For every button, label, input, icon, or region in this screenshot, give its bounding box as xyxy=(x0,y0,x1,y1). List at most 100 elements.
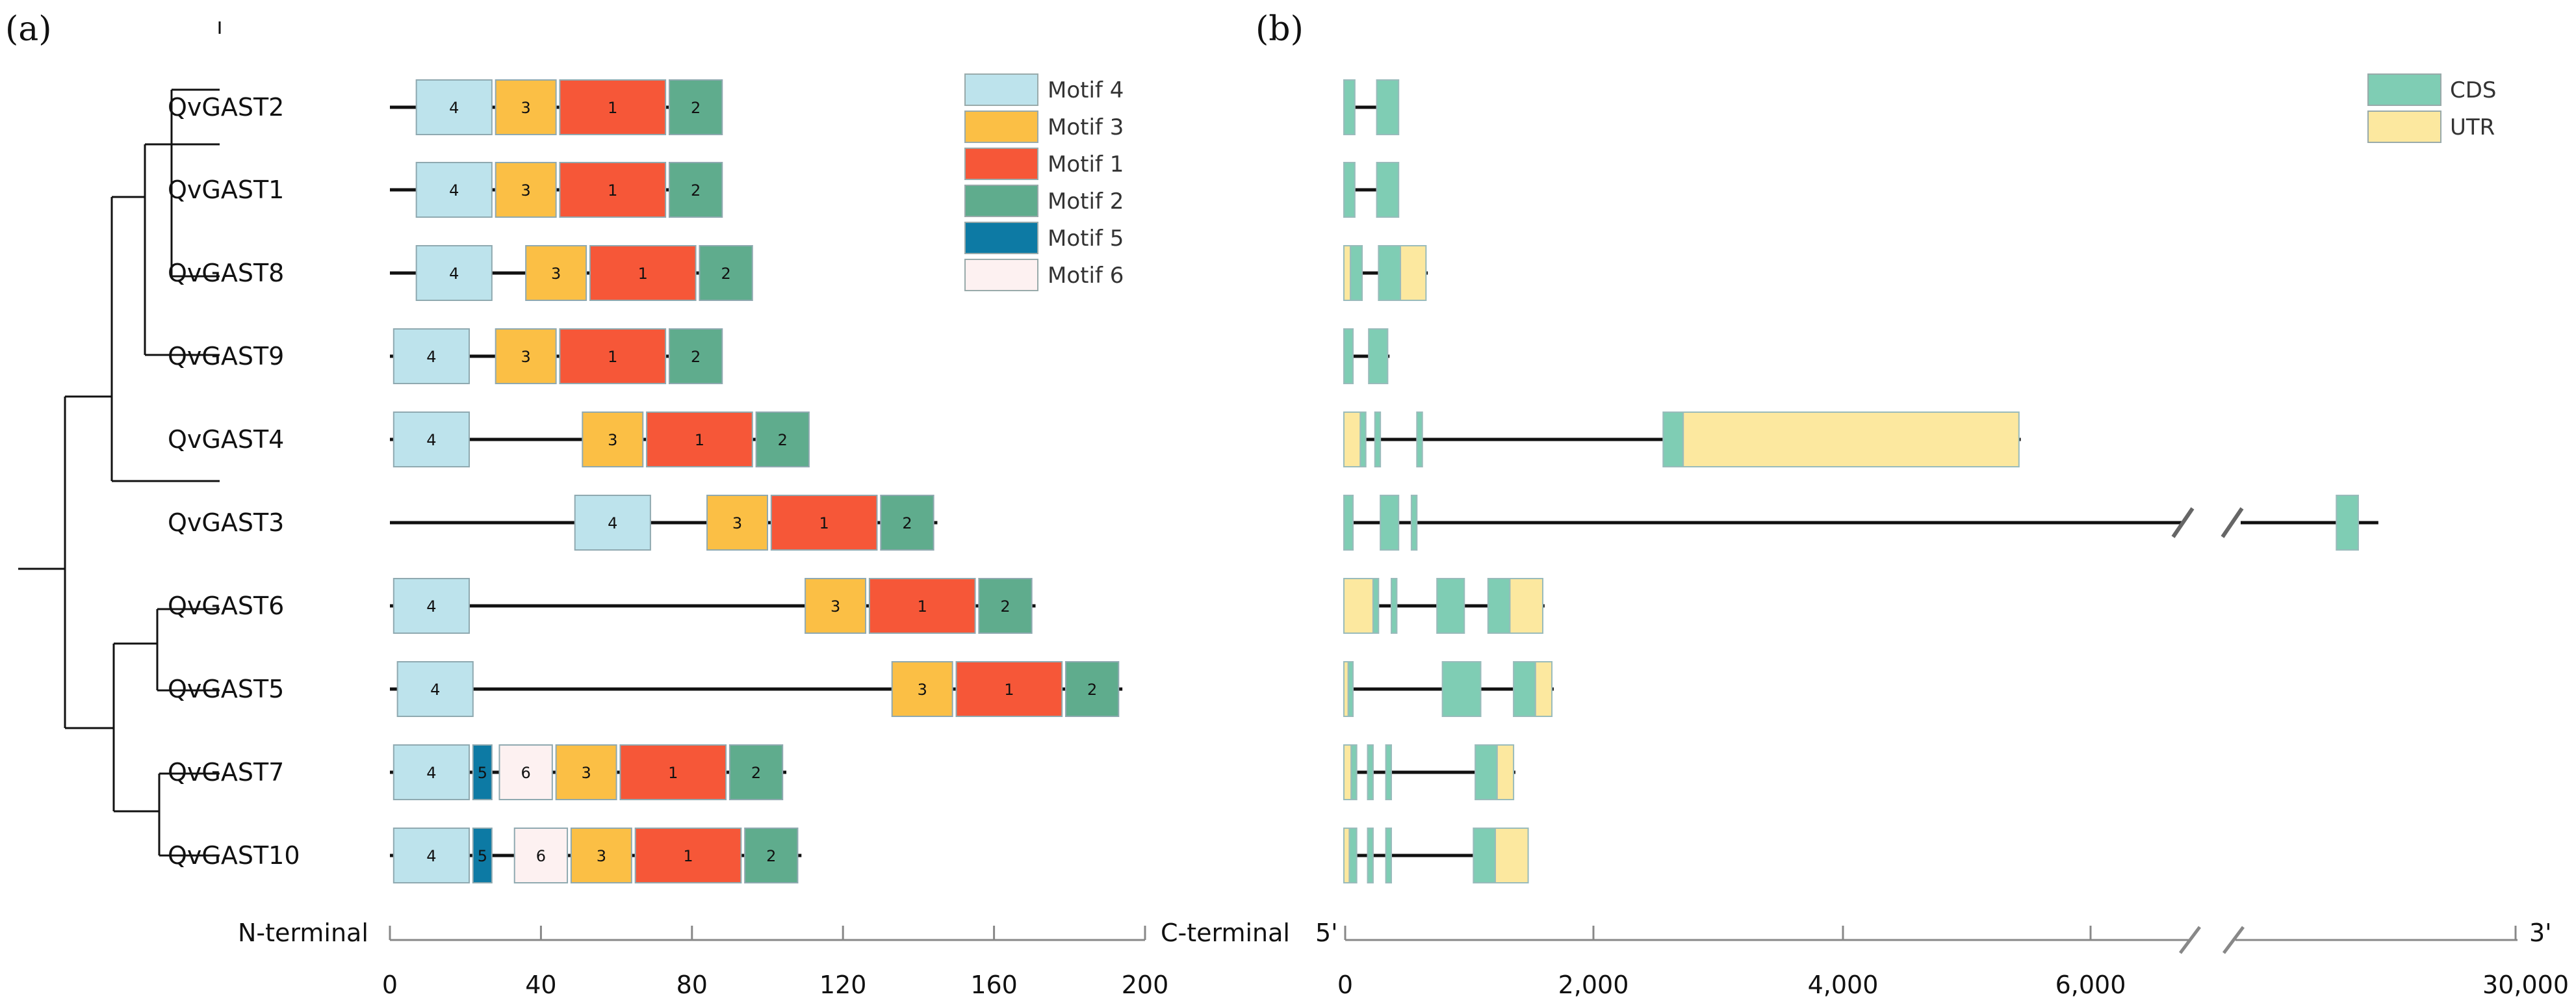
three-prime-label: 3' xyxy=(2529,919,2552,947)
cds-block xyxy=(1513,661,1536,717)
utr-block xyxy=(1496,744,1515,800)
motif-number: 3 xyxy=(732,514,742,532)
motif-number: 5 xyxy=(478,847,487,865)
motif-1-box xyxy=(589,245,697,301)
tick-label: 120 xyxy=(819,971,867,999)
motif-4-box xyxy=(415,79,493,135)
gene-row-qvgast7 xyxy=(1343,744,1515,800)
tick-label: 80 xyxy=(676,971,708,999)
panel-a-label: (a) xyxy=(5,10,52,49)
motif-4-box xyxy=(393,828,470,883)
motif-number: 4 xyxy=(426,597,436,616)
gene-label: QvGAST8 xyxy=(168,259,284,287)
protein-row-qvgast9: QvGAST9 4 3 1 2 xyxy=(168,328,723,384)
motif-number: 2 xyxy=(1000,597,1010,616)
break-mark xyxy=(2171,507,2195,538)
motif-5-box xyxy=(472,828,493,883)
motif-2-box xyxy=(978,578,1033,634)
motif-3-box xyxy=(706,495,769,551)
protein-row-qvgast10: QvGAST10 4 5 6 3 1 2 xyxy=(168,828,802,883)
cds-block xyxy=(1380,495,1400,551)
legend-swatch-motif-4 xyxy=(964,73,1038,106)
motif-1-box xyxy=(559,79,667,135)
n-terminal-label: N-terminal xyxy=(238,919,368,947)
utr-block xyxy=(1343,744,1352,800)
cds-block xyxy=(1350,744,1358,800)
motif-4-box xyxy=(396,661,474,717)
motif-3-box xyxy=(495,79,557,135)
motif-number: 3 xyxy=(521,181,531,200)
motif-number: 6 xyxy=(521,764,531,782)
motif-axis: N-terminal C-terminal 0 40 80 120 160 200 xyxy=(238,919,1290,999)
motif-2-box xyxy=(755,411,810,467)
protein-row-qvgast7: QvGAST7 4 5 6 3 1 2 xyxy=(168,744,787,800)
motif-1-box xyxy=(646,411,753,467)
five-prime-label: 5' xyxy=(1315,919,1338,947)
utr-block xyxy=(1343,245,1352,301)
motif-number: 5 xyxy=(478,764,487,782)
motif-3-box xyxy=(891,661,953,717)
motif-1-box xyxy=(559,162,667,218)
cds-block xyxy=(1374,411,1382,467)
motif-number: 2 xyxy=(778,431,788,449)
tick-label: 2,000 xyxy=(1558,971,1629,999)
motif-6-box xyxy=(498,744,553,800)
tick-label: 0 xyxy=(382,971,398,999)
legend-label-motif-1: Motif 1 xyxy=(1048,151,1124,177)
motif-number: 4 xyxy=(449,99,459,117)
gene-label: QvGAST6 xyxy=(168,592,284,620)
protein-row-qvgast4: QvGAST4 4 3 1 2 xyxy=(168,411,810,467)
gene-row-qvgast4 xyxy=(1343,411,2021,467)
utr-block xyxy=(1509,578,1544,634)
cds-block xyxy=(1487,578,1511,634)
motif-number: 1 xyxy=(608,181,617,200)
motif-3-box xyxy=(525,245,587,301)
motif-number: 1 xyxy=(608,348,617,366)
legend-label-motif-4: Motif 4 xyxy=(1048,77,1124,103)
utr-block xyxy=(1682,411,2020,467)
motif-number: 3 xyxy=(581,764,591,782)
legend-swatch-motif-5 xyxy=(964,222,1038,254)
cds-block xyxy=(1376,79,1400,135)
motif-3-box xyxy=(555,744,617,800)
cds-block xyxy=(1376,162,1400,218)
motif-legend: Motif 4 Motif 3 Motif 1 Motif 2 Motif 5 Motif… xyxy=(964,73,1124,291)
motif-2-box xyxy=(668,79,723,135)
cds-block xyxy=(1359,411,1367,467)
protein-row-qvgast6: QvGAST6 4 3 1 2 xyxy=(168,578,1036,634)
legend-swatch-motif-6 xyxy=(964,259,1038,291)
gene-structure-legend: CDS UTR xyxy=(2367,73,2497,143)
motif-number: 2 xyxy=(691,99,701,117)
motif-number: 3 xyxy=(551,265,561,283)
motif-number: 3 xyxy=(597,847,606,865)
gene-label: QvGAST5 xyxy=(168,675,284,703)
axis-break-mark xyxy=(2179,926,2201,954)
utr-block xyxy=(1343,411,1361,467)
cds-block xyxy=(1367,744,1374,800)
motif-number: 2 xyxy=(751,764,761,782)
motif-number: 1 xyxy=(608,99,617,117)
motif-number: 2 xyxy=(691,348,701,366)
motif-number: 4 xyxy=(426,431,436,449)
motif-number: 4 xyxy=(426,847,436,865)
legend-swatch-motif-2 xyxy=(964,185,1038,217)
motif-number: 3 xyxy=(521,348,531,366)
motif-number: 1 xyxy=(638,265,648,283)
gene-row-qvgast2 xyxy=(1343,79,1400,135)
protein-row-qvgast3: QvGAST3 4 3 1 2 xyxy=(168,495,938,551)
motif-1-box xyxy=(868,578,976,634)
cds-block xyxy=(1367,828,1374,883)
motif-number: 2 xyxy=(1087,681,1097,699)
tick-label: 0 xyxy=(1337,971,1353,999)
protein-row-qvgast1: QvGAST1 4 3 1 2 xyxy=(168,162,723,218)
motif-number: 4 xyxy=(426,348,436,366)
gene-label: QvGAST3 xyxy=(168,508,284,537)
motif-number: 4 xyxy=(430,681,440,699)
cds-block xyxy=(2336,495,2359,551)
motif-4-box xyxy=(415,245,493,301)
utr-block xyxy=(1534,661,1553,717)
motif-number: 4 xyxy=(426,764,436,782)
cds-block xyxy=(1372,578,1380,634)
motif-4-box xyxy=(415,162,493,218)
